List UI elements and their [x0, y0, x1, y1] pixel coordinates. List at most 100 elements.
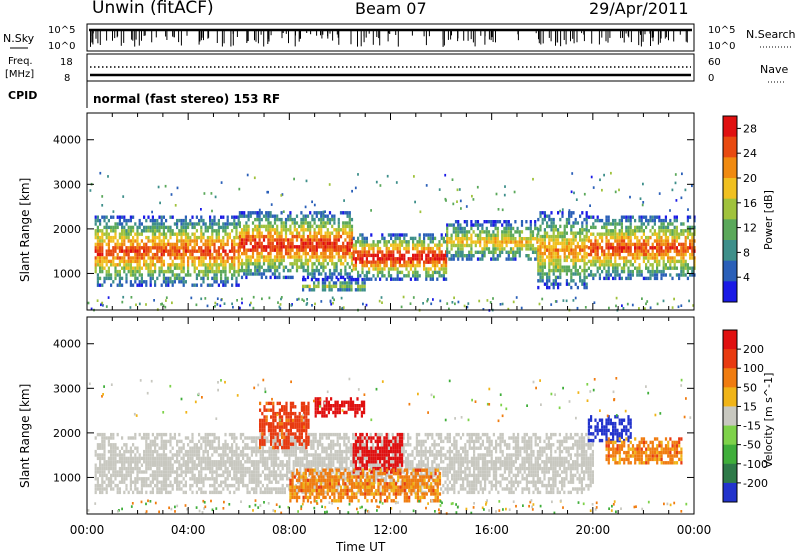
- echo-cell: [187, 443, 190, 447]
- echo-cell: [206, 229, 209, 233]
- echo-cell: [275, 463, 278, 467]
- echo-cell: [110, 483, 113, 488]
- echo-cell: [278, 238, 281, 242]
- echo-cell: [596, 232, 599, 236]
- echo-cell: [238, 234, 241, 239]
- echo-cell: [140, 487, 143, 491]
- echo-cell: [653, 269, 656, 274]
- echo-cell: [572, 262, 575, 266]
- echo-cell: [184, 249, 187, 253]
- noise-cell: [164, 184, 167, 188]
- echo-cell: [346, 245, 349, 249]
- echo-cell: [468, 243, 471, 248]
- echo-cell: [105, 490, 108, 495]
- echo-cell: [634, 256, 637, 260]
- echo-cell: [275, 473, 278, 478]
- echo-cell: [691, 232, 694, 236]
- echo-cell: [99, 239, 102, 243]
- echo-cell: [543, 211, 546, 215]
- echo-cell: [145, 259, 148, 264]
- echo-cell: [176, 246, 179, 250]
- echo-cell: [125, 218, 128, 223]
- echo-cell: [313, 217, 316, 222]
- noise-cell: [427, 298, 429, 301]
- echo-cell: [235, 222, 238, 226]
- echo-cell: [440, 267, 443, 271]
- echo-cell: [204, 473, 207, 478]
- echo-cell: [440, 257, 443, 261]
- echo-cell: [271, 265, 274, 269]
- echo-cell: [123, 263, 126, 267]
- echo-cell: [200, 480, 203, 484]
- echo-cell: [271, 214, 274, 218]
- echo-cell: [359, 233, 362, 237]
- echo-cell: [226, 473, 229, 478]
- echo-cell: [169, 215, 172, 219]
- echo-cell: [620, 232, 623, 236]
- echo-cell: [342, 241, 345, 246]
- echo-cell: [452, 243, 455, 248]
- echo-cell: [191, 446, 194, 450]
- echo-cell: [313, 272, 316, 276]
- echo-cell: [414, 274, 417, 278]
- echo-cell: [420, 257, 423, 261]
- echo-cell: [605, 269, 608, 274]
- echo-cell: [222, 222, 225, 226]
- echo-cell: [138, 460, 141, 464]
- echo-cell: [350, 255, 354, 259]
- echo-cell: [105, 252, 108, 257]
- echo-cell: [156, 225, 159, 230]
- echo-cell: [224, 432, 227, 437]
- echo-cell: [350, 262, 354, 266]
- echo-cell: [269, 275, 272, 280]
- echo-cell: [287, 245, 290, 249]
- echo-cell: [266, 466, 269, 471]
- echo-cell: [145, 266, 148, 270]
- echo-cell: [465, 254, 469, 258]
- echo-cell: [490, 250, 493, 254]
- echo-cell: [381, 233, 384, 237]
- echo-cell: [662, 242, 665, 247]
- echo-cell: [158, 466, 161, 471]
- echo-cell: [423, 260, 426, 264]
- echo-cell: [204, 439, 207, 444]
- echo-cell: [392, 277, 395, 281]
- echo-cell: [618, 222, 621, 226]
- echo-cell: [295, 228, 299, 232]
- echo-cell: [143, 229, 146, 233]
- echo-cell: [289, 228, 292, 232]
- echo-cell: [409, 236, 412, 241]
- echo-cell: [498, 243, 502, 248]
- echo-cell: [662, 239, 665, 243]
- echo-cell: [176, 460, 179, 464]
- echo-cell: [352, 263, 355, 268]
- echo-cell: [607, 232, 610, 236]
- echo-cell: [110, 249, 113, 253]
- echo-cell: [673, 215, 676, 219]
- noise-cell: [662, 299, 665, 303]
- echo-cell: [638, 249, 641, 253]
- echo-cell: [333, 214, 336, 218]
- echo-cell: [107, 252, 110, 257]
- echo-cell: [330, 288, 333, 292]
- echo-cell: [306, 214, 310, 218]
- echo-cell: [162, 259, 165, 264]
- echo-cell: [116, 487, 119, 491]
- echo-cell: [233, 473, 236, 478]
- echo-cell: [561, 241, 564, 246]
- echo-cell: [537, 255, 540, 259]
- echo-cell: [169, 460, 172, 464]
- echo-cell: [427, 243, 430, 247]
- echo-cell: [269, 228, 272, 232]
- echo-cell: [452, 254, 455, 258]
- echo-cell: [96, 432, 99, 437]
- echo-cell: [94, 470, 97, 474]
- echo-cell: [245, 251, 248, 256]
- echo-cell: [487, 230, 491, 234]
- echo-cell: [112, 473, 115, 478]
- echo-cell: [434, 260, 437, 264]
- echo-cell: [211, 225, 214, 230]
- echo-cell: [561, 231, 564, 235]
- echo-cell: [359, 288, 362, 292]
- echo-cell: [101, 239, 104, 243]
